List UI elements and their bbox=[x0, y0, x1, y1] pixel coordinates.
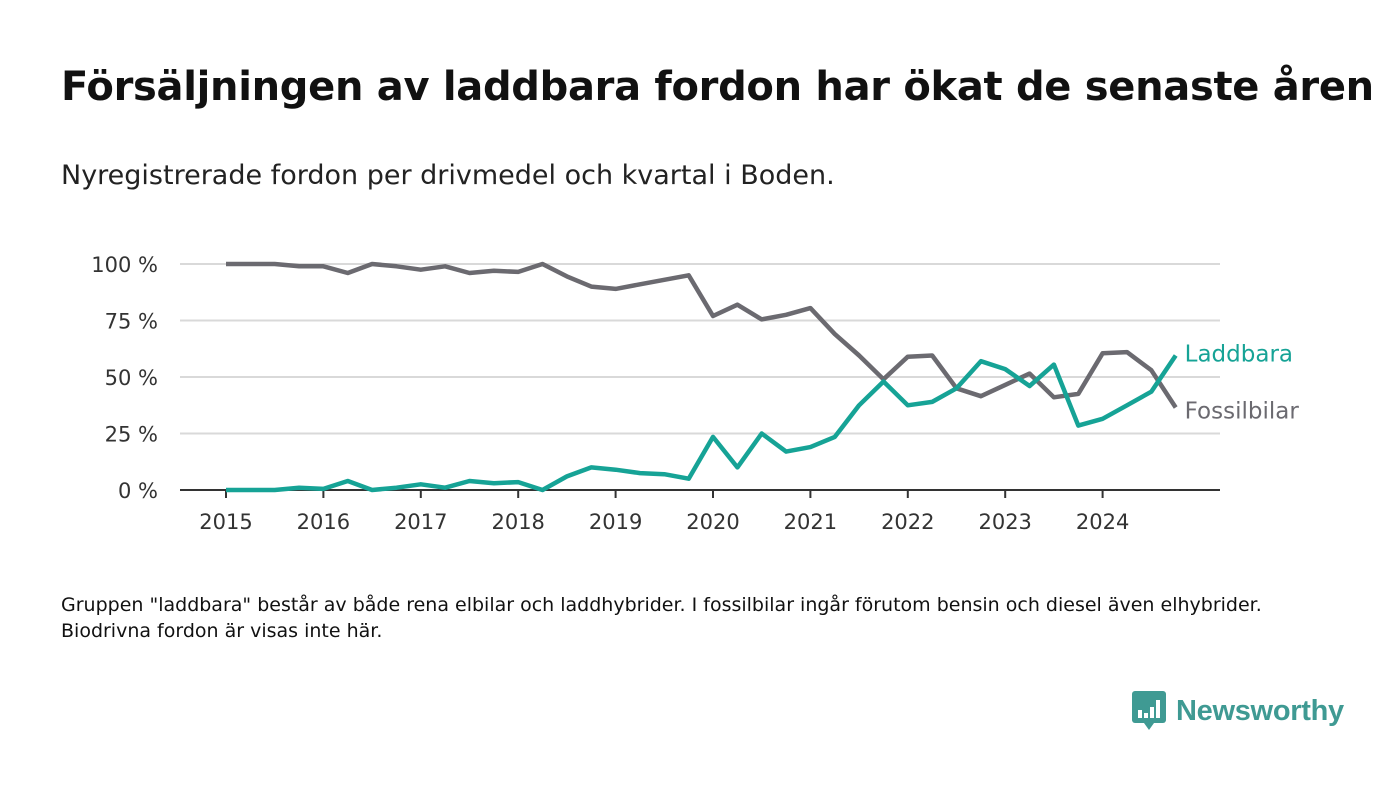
x-tick-label: 2017 bbox=[394, 510, 447, 534]
y-tick-label: 0 % bbox=[118, 479, 158, 503]
x-tick-label: 2016 bbox=[297, 510, 350, 534]
x-tick-label: 2021 bbox=[784, 510, 837, 534]
x-tick-label: 2023 bbox=[978, 510, 1031, 534]
y-tick-label: 100 % bbox=[91, 253, 158, 277]
newsworthy-logo: Newsworthy bbox=[1132, 691, 1344, 731]
x-tick-label: 2015 bbox=[199, 510, 252, 534]
y-tick-label: 75 % bbox=[105, 310, 158, 334]
line-chart: 0 %25 %50 %75 %100 % 2015 2016 2017 2018 201… bbox=[91, 253, 1300, 534]
chart-title: Försäljningen av laddbara fordon har öka… bbox=[61, 64, 1374, 110]
series-line-laddbara bbox=[226, 354, 1178, 493]
grid-lines bbox=[180, 263, 1220, 435]
series-labels: Laddbara Fossilbilar bbox=[1185, 342, 1300, 425]
y-axis: 0 % 25 % 50 % 75 % 100 % bbox=[91, 253, 158, 503]
x-tick-label: 2024 bbox=[1076, 510, 1129, 534]
chart-subtitle: Nyregistrerade fordon per drivmedel och … bbox=[61, 160, 835, 191]
series-label-fossilbilar: Fossilbilar bbox=[1185, 399, 1300, 425]
y-tick-label: 25 % bbox=[105, 423, 158, 447]
brand-name: Newsworthy bbox=[1176, 694, 1344, 727]
x-tick-label: 2022 bbox=[881, 510, 934, 534]
series-label-laddbara: Laddbara bbox=[1185, 342, 1293, 368]
x-tick-label: 2019 bbox=[589, 510, 642, 534]
series-line-fossilbilar bbox=[226, 261, 1178, 409]
x-axis: 2015 2016 2017 2018 2019 2020 2021 2022 2023 2024 bbox=[180, 489, 1220, 534]
x-tick-label: 2020 bbox=[686, 510, 739, 534]
footnote: Gruppen "laddbara" består av både rena e… bbox=[61, 594, 1262, 642]
y-tick-label: 50 % bbox=[105, 366, 158, 390]
x-tick-label: 2018 bbox=[491, 510, 544, 534]
series-lines bbox=[226, 261, 1178, 493]
bar-chart-bubble-icon bbox=[1132, 691, 1166, 730]
